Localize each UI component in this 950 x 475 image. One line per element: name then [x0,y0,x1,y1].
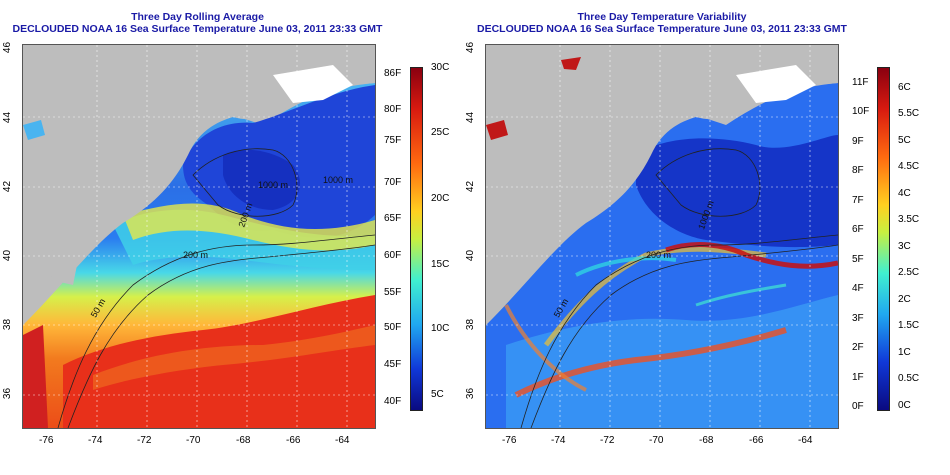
right-title-block: Three Day Temperature Variability DECLOU… [462,11,862,35]
left-cbar-50f: 50F [384,322,402,333]
left-title-block: Three Day Rolling Average DECLOUDED NOAA… [0,11,395,35]
left-cbar-55f: 55F [384,287,402,298]
left-cbar-65f: 65F [384,213,402,224]
right-cbar-8f: 8F [852,165,864,176]
left-cbar-70f: 70F [384,177,402,188]
left-xtick-76: -76 [39,435,54,446]
left-ytick-38: 38 [2,318,14,331]
right-xtick-70: -70 [649,435,664,446]
right-cbar-2c: 2C [898,294,911,305]
left-title: Three Day Rolling Average [131,11,264,23]
right-ytick-38: 38 [465,318,477,331]
right-cbar-5-5c: 5.5C [898,108,920,119]
right-variability-map: 200 m 50 m 1000 m [485,44,839,429]
right-xtick-68: -68 [699,435,714,446]
left-contour-label-1000m-a: 1000 m [258,180,289,190]
right-cbar-3f: 3F [852,313,864,324]
right-xtick-76: -76 [502,435,517,446]
right-xtick-64: -64 [798,435,813,446]
left-ytick-40: 40 [2,249,14,262]
left-sst-map: 200 m 50 m 1000 m 1000 m 200 m [22,44,376,429]
right-xtick-72: -72 [600,435,615,446]
left-cbar-60f: 60F [384,250,402,261]
left-cbar-45f: 45F [384,359,402,370]
right-cbar-4-5c: 4.5C [898,161,920,172]
right-cbar-2-5c: 2.5C [898,267,920,278]
left-subtitle: DECLOUDED NOAA 16 Sea Surface Temperatur… [12,23,383,35]
right-cbar-1f: 1F [852,372,864,383]
right-ytick-36: 36 [465,387,477,400]
right-cbar-6f: 6F [852,224,864,235]
right-cbar-6c: 6C [898,82,911,93]
left-cbar-40f: 40F [384,396,402,407]
right-cbar-5c: 5C [898,135,911,146]
right-cbar-5f: 5F [852,254,864,265]
left-colorbar [410,67,423,411]
left-xtick-74: -74 [88,435,103,446]
left-contour-label-200m: 200 m [183,250,209,260]
right-title: Three Day Temperature Variability [577,11,747,23]
right-cbar-0-5c: 0.5C [898,373,920,384]
left-cbar-75f: 75F [384,135,402,146]
right-cbar-7f: 7F [852,195,864,206]
right-cbar-4c: 4C [898,188,911,199]
left-ytick-44: 44 [2,111,14,124]
right-cbar-10f: 10F [852,106,870,117]
right-subtitle: DECLOUDED NOAA 16 Sea Surface Temperatur… [477,23,847,35]
right-cbar-3-5c: 3.5C [898,214,920,225]
right-ytick-44: 44 [465,111,477,124]
right-cbar-11f: 11F [852,77,869,88]
left-contour-label-1000m-b: 1000 m [323,175,354,185]
left-cbar-10c: 10C [431,323,450,334]
left-xtick-72: -72 [137,435,152,446]
right-xtick-66: -66 [749,435,764,446]
right-xtick-74: -74 [551,435,566,446]
right-ytick-46: 46 [465,41,477,54]
left-ytick-36: 36 [2,387,14,400]
right-cbar-1-5c: 1.5C [898,320,920,331]
right-cbar-2f: 2F [852,342,864,353]
right-cbar-4f: 4F [852,283,864,294]
right-cbar-0f: 0F [852,401,864,412]
left-xtick-70: -70 [186,435,201,446]
left-cbar-30c: 30C [431,62,450,73]
right-colorbar [877,67,890,411]
right-cbar-0c: 0C [898,400,911,411]
right-cbar-3c: 3C [898,241,911,252]
right-ytick-40: 40 [465,249,477,262]
left-xtick-68: -68 [236,435,251,446]
left-cbar-25c: 25C [431,127,450,138]
right-ytick-42: 42 [465,180,477,193]
left-ytick-46: 46 [2,41,14,54]
right-cbar-1c: 1C [898,347,911,358]
right-contour-label-200m: 200 m [646,250,672,260]
left-cbar-15c: 15C [431,259,450,270]
left-xtick-64: -64 [335,435,350,446]
left-xtick-66: -66 [286,435,301,446]
left-cbar-20c: 20C [431,193,450,204]
left-ytick-42: 42 [2,180,14,193]
left-cbar-86f: 86F [384,68,402,79]
left-cbar-5c: 5C [431,389,444,400]
left-cbar-80f: 80F [384,104,402,115]
right-cbar-9f: 9F [852,136,864,147]
